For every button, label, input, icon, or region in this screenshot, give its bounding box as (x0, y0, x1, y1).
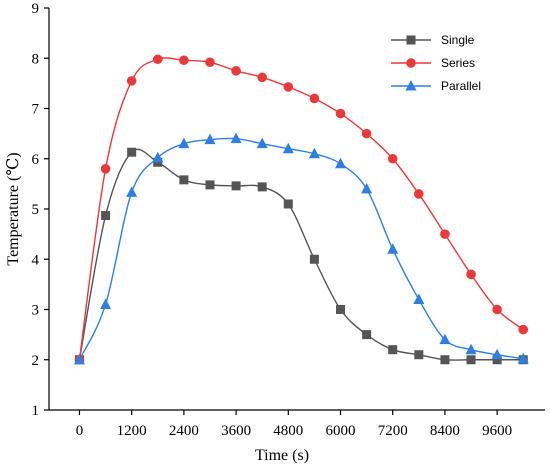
data-point-parallel (361, 182, 373, 194)
data-point-parallel (282, 142, 294, 154)
data-point-series (335, 108, 346, 119)
legend-marker-single (406, 35, 416, 45)
y-tick-label: 5 (32, 202, 40, 218)
data-point-parallel (178, 137, 190, 149)
x-tick-label: 4800 (273, 423, 303, 439)
data-point-series (518, 324, 529, 335)
y-tick-label: 1 (32, 403, 40, 419)
data-point-series (440, 229, 450, 239)
data-point-parallel (335, 157, 347, 169)
data-point-parallel (126, 186, 138, 197)
legend-item-series: Series (391, 56, 475, 70)
data-point-parallel (413, 293, 425, 304)
x-ticks: 0 1200 2400 3600 4800 6000 7200 8400 9600 (76, 410, 512, 439)
data-point-series (466, 269, 476, 280)
data-point-series (257, 72, 267, 83)
data-point-series (309, 93, 320, 104)
data-point-parallel (308, 147, 320, 159)
x-tick-label: 9600 (482, 423, 512, 439)
data-point-series (100, 164, 111, 174)
series-single (74, 147, 528, 365)
x-tick-label: 3600 (221, 423, 251, 439)
x-tick-label: 6000 (326, 423, 356, 439)
y-tick-label: 8 (32, 51, 40, 67)
legend-item-parallel: Parallel (391, 79, 481, 93)
series-parallel (73, 132, 529, 365)
data-point-parallel (204, 133, 216, 145)
series-line-single (78, 148, 524, 361)
data-point-single (153, 157, 163, 167)
data-point-series (283, 82, 294, 92)
legend: Single Series Parallel (391, 33, 481, 93)
data-point-single (440, 355, 450, 365)
data-point-series (205, 57, 215, 68)
series-line-series (78, 57, 524, 360)
data-point-parallel (152, 151, 164, 163)
y-tick-label: 2 (32, 353, 40, 369)
data-point-single (492, 355, 502, 365)
data-point-single (414, 350, 424, 360)
data-point-parallel (100, 298, 112, 309)
data-point-single (466, 355, 476, 365)
data-point-parallel (230, 132, 242, 144)
legend-label-single: Single (441, 33, 475, 47)
x-axis-title: Time (s) (255, 447, 309, 464)
legend-marker-series (406, 58, 416, 68)
data-point-parallel (517, 352, 529, 364)
data-point-parallel (256, 137, 268, 149)
legend-item-single: Single (391, 33, 475, 47)
x-tick-label: 2400 (169, 423, 199, 439)
data-point-single (179, 175, 189, 185)
data-point-single (231, 181, 241, 191)
data-point-single (283, 199, 293, 209)
data-point-series (414, 189, 424, 199)
y-tick-label: 9 (32, 1, 40, 17)
data-point-series (152, 54, 163, 65)
data-point-single (309, 254, 319, 264)
data-point-single (127, 147, 137, 157)
series-line-parallel (78, 137, 524, 361)
data-point-series (387, 153, 398, 164)
data-point-single (336, 305, 346, 314)
y-tick-label: 4 (32, 252, 40, 268)
data-point-parallel (73, 353, 85, 365)
data-point-series (231, 66, 241, 76)
y-axis-title: Temperature (℃) (5, 152, 22, 265)
y-tick-label: 3 (32, 303, 40, 319)
legend-label-parallel: Parallel (441, 79, 481, 93)
data-point-single (362, 330, 372, 340)
series-series (74, 54, 529, 365)
x-tick-label: 7200 (378, 423, 408, 439)
data-point-series (126, 76, 137, 86)
legend-label-series: Series (441, 56, 475, 70)
y-tick-label: 6 (32, 152, 40, 168)
data-point-single (101, 211, 111, 221)
y-ticks: 1 2 3 4 5 6 7 8 9 (32, 1, 49, 419)
data-point-series (492, 304, 502, 315)
data-point-single (257, 182, 267, 192)
data-point-single (388, 345, 398, 355)
y-tick-label: 7 (32, 102, 40, 118)
data-point-single (205, 180, 215, 190)
data-point-parallel (465, 343, 477, 355)
data-point-parallel (491, 348, 503, 360)
data-point-parallel (387, 243, 399, 254)
x-tick-label: 8400 (430, 423, 460, 439)
series-group (73, 54, 529, 365)
data-point-parallel (439, 333, 451, 345)
x-tick-label: 1200 (117, 423, 147, 439)
data-point-series (361, 128, 372, 139)
legend-marker-parallel (405, 80, 417, 91)
data-point-series (179, 55, 189, 66)
x-tick-label: 0 (76, 423, 84, 439)
